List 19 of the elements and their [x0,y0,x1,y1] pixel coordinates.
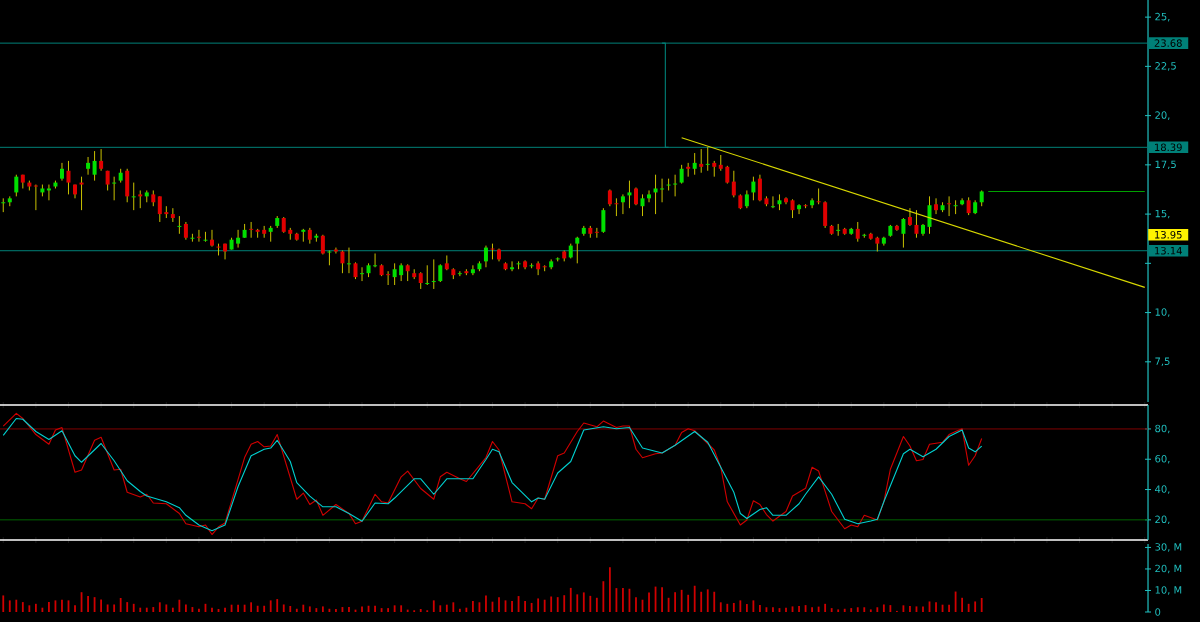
y-tick-label: 20, M [1155,564,1182,574]
y-tick-label: 80, [1155,424,1170,434]
y-tick-label: 10, M [1155,586,1182,595]
y-tick-label: 20, [1155,111,1170,120]
ref-line-label: 23.68 [1154,39,1182,47]
ref-line-label: 18.39 [1155,143,1182,152]
text: 13.95 [1155,230,1182,239]
y-tick-label: 10, [1155,308,1170,317]
y-tick-label: 30, M [1155,543,1182,552]
ref-line-label: 13.14 [1155,246,1182,255]
y-tick-label: 22,5 [1155,62,1176,71]
y-tick-label: 40, [1155,485,1170,494]
y-tick-label: 25, [1155,12,1170,22]
y-tick-label: 15, [1155,209,1170,219]
y-tick-label: 7,5 [1155,357,1170,367]
y-tick-label: 17,5 [1155,160,1176,170]
y-tick-label: 20, [1155,515,1170,525]
y-tick-label: 60, [1155,454,1170,464]
y-tick-label: 0 [1155,608,1161,616]
